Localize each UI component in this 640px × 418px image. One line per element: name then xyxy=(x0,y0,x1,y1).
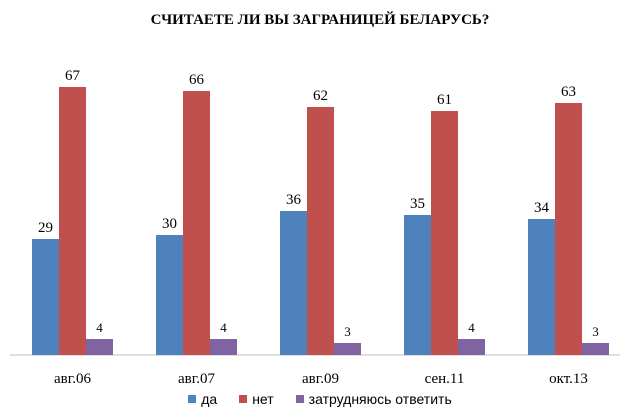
bar-net-1 xyxy=(183,91,210,355)
x-tick-label-1: авг.07 xyxy=(178,371,215,387)
bar-da-0 xyxy=(32,239,59,355)
legend-swatch-zatrudnyayus xyxy=(295,395,304,403)
x-tick-label-2: авг.09 xyxy=(302,371,339,387)
legend-item-net: нет xyxy=(239,391,274,407)
data-label-zatrudnyayus-3: 4 xyxy=(468,320,475,335)
bar-da-3 xyxy=(404,215,431,355)
data-label-net-2: 62 xyxy=(313,88,328,104)
data-label-da-4: 34 xyxy=(534,200,550,216)
bar-da-1 xyxy=(156,235,183,355)
bar-zatrudnyayus-2 xyxy=(334,343,361,355)
data-label-da-3: 35 xyxy=(410,196,425,212)
x-tick-label-3: сен.11 xyxy=(425,371,465,387)
legend: да нет затрудняюсь ответить xyxy=(0,391,640,407)
data-label-zatrudnyayus-1: 4 xyxy=(220,320,227,335)
data-label-da-0: 29 xyxy=(38,220,53,236)
bar-da-2 xyxy=(280,211,307,355)
bar-da-4 xyxy=(528,219,555,355)
legend-label-net: нет xyxy=(252,391,274,407)
labels-group: 29 67 4 авг.06 30 66 4 авг.07 36 62 3 авг.09 35 61 4 се… xyxy=(38,68,599,387)
data-label-zatrudnyayus-0: 4 xyxy=(96,320,103,335)
data-label-zatrudnyayus-2: 3 xyxy=(344,324,351,339)
data-label-net-3: 61 xyxy=(437,92,452,108)
x-tick-label-0: авг.06 xyxy=(54,371,91,387)
bar-net-3 xyxy=(431,111,458,355)
bar-zatrudnyayus-1 xyxy=(210,339,237,355)
data-label-net-1: 66 xyxy=(189,72,205,88)
data-label-da-1: 30 xyxy=(162,216,177,232)
legend-label-zatrudnyayus: затрудняюсь ответить xyxy=(308,391,452,407)
x-tick-label-4: окт.13 xyxy=(549,371,588,387)
data-label-zatrudnyayus-4: 3 xyxy=(592,324,599,339)
legend-item-zatrudnyayus: затрудняюсь ответить xyxy=(295,391,452,407)
bar-zatrudnyayus-0 xyxy=(86,339,113,355)
legend-swatch-da xyxy=(188,395,197,403)
bar-net-2 xyxy=(307,107,334,355)
bar-zatrudnyayus-4 xyxy=(582,343,609,355)
chart-title: СЧИТАЕТЕ ЛИ ВЫ ЗАГРАНИЦЕЙ БЕЛАРУСЬ? xyxy=(150,12,490,28)
bar-zatrudnyayus-3 xyxy=(458,339,485,355)
bar-net-0 xyxy=(59,87,86,355)
legend-swatch-net xyxy=(239,395,248,403)
legend-label-da: да xyxy=(201,391,218,407)
legend-item-da: да xyxy=(188,391,217,407)
data-label-net-0: 67 xyxy=(65,68,81,84)
bar-net-4 xyxy=(555,103,582,355)
bars-group xyxy=(32,87,609,355)
data-label-da-2: 36 xyxy=(286,192,302,208)
data-label-net-4: 63 xyxy=(561,84,576,100)
